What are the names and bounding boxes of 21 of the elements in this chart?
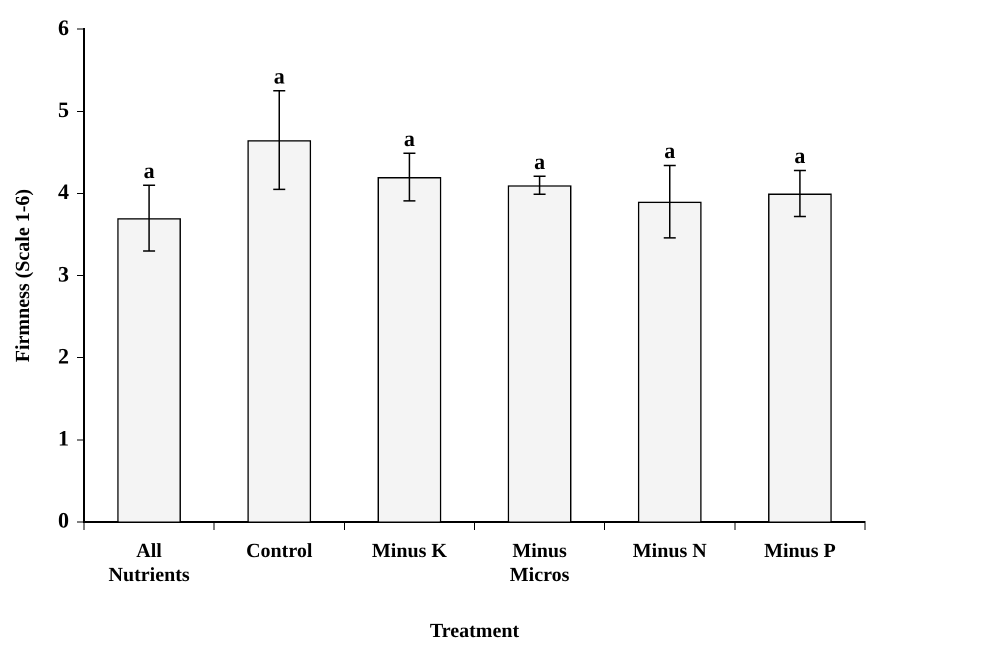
x-axis-title: Treatment (430, 620, 520, 642)
x-tick-label: Minus K (372, 540, 448, 562)
x-tick-label: All Nutrients (108, 540, 190, 586)
y-axis-title: Firmness (Scale 1-6) (12, 188, 34, 362)
annotation: a (404, 126, 415, 151)
y-tick-label: 5 (58, 97, 69, 122)
y-tick-label: 0 (58, 508, 69, 533)
annotation: a (144, 158, 155, 183)
annotation: a (274, 63, 285, 88)
y-tick-label: 3 (58, 261, 69, 286)
annotation: a (794, 143, 806, 168)
y-tick-label: 6 (58, 14, 69, 40)
y-tick-label: 2 (58, 343, 69, 368)
annotation: a (664, 138, 676, 164)
y-tick-label: 4 (58, 179, 69, 204)
x-tick-label: Minus Micros (510, 540, 570, 586)
x-tick-label: Minus P (764, 540, 836, 562)
y-tick-label: 1 (58, 426, 69, 451)
x-tick-label: Minus N (632, 540, 708, 562)
annotation: a (534, 148, 546, 174)
x-tick-label: Control (246, 540, 313, 562)
